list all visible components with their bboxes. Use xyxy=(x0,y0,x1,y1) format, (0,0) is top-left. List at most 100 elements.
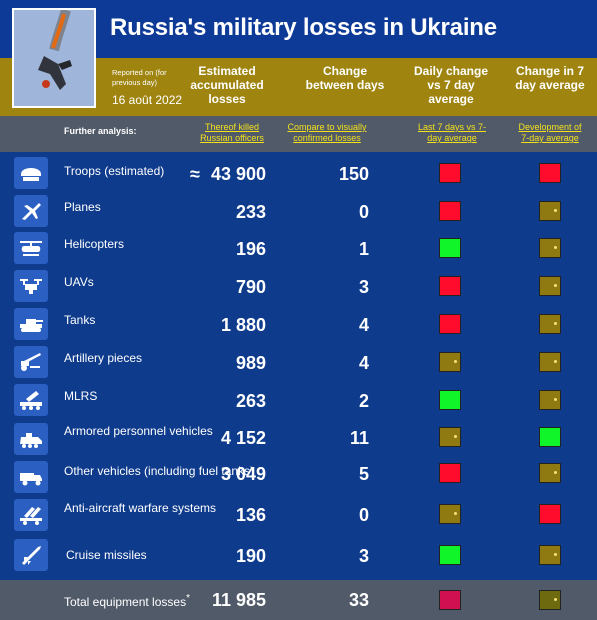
daily-indicator xyxy=(439,314,461,334)
row-label: Artillery pieces xyxy=(64,351,143,365)
row-mlrs: MLRS 263 2 xyxy=(0,383,597,421)
row-value: 263 xyxy=(235,391,266,411)
total-seven-day-indicator xyxy=(539,590,561,610)
mlrs-icon xyxy=(14,384,48,416)
row-label: Cruise missiles xyxy=(66,548,147,562)
drone-icon xyxy=(14,270,48,302)
development-link[interactable]: Development of 7-day average xyxy=(518,122,582,143)
row-value: 196 xyxy=(235,239,266,259)
daily-indicator xyxy=(439,504,461,524)
row-artillery: Artillery pieces 989 4 xyxy=(0,345,597,383)
helmet-icon xyxy=(14,157,48,189)
total-change: 33 xyxy=(348,590,369,610)
row-change: 150 xyxy=(338,164,369,184)
total-label-text: Total equipment losses xyxy=(64,595,187,609)
total-footnote: * xyxy=(186,593,190,604)
row-value: 43 900 xyxy=(210,164,266,184)
total-label: Total equipment losses* xyxy=(64,593,190,609)
row-label: Tanks xyxy=(64,313,96,327)
header-band xyxy=(0,58,597,116)
truck-icon xyxy=(14,461,48,493)
seven-day-indicator xyxy=(539,504,561,524)
row-label: Planes xyxy=(64,200,101,214)
row-apc: Armored personnel vehicles 4 152 11 xyxy=(0,420,597,458)
officers-link[interactable]: Thereof killed Russian officers xyxy=(200,122,264,143)
daily-indicator xyxy=(439,390,461,410)
row-change: 3 xyxy=(358,546,369,566)
reported-note: Reported on (for previous day) xyxy=(112,68,167,87)
row-troops: Troops (estimated) ≈ 43 900 150 xyxy=(0,156,597,194)
anti-aircraft-icon xyxy=(14,499,48,531)
row-change: 1 xyxy=(358,239,369,259)
header-daily: Daily change vs 7 day average xyxy=(413,64,489,106)
seven-day-indicator xyxy=(539,276,561,296)
header-estimated: Estimated accumulated losses xyxy=(190,64,264,106)
row-change: 3 xyxy=(358,277,369,297)
daily-indicator xyxy=(439,463,461,483)
seven-day-indicator xyxy=(539,545,561,565)
total-row xyxy=(0,580,597,620)
row-value: 136 xyxy=(235,505,266,525)
row-value: 989 xyxy=(235,353,266,373)
row-value: 190 xyxy=(235,546,266,566)
row-other-vehicles: Other vehicles (including fuel tanks) 3 … xyxy=(0,459,597,497)
row-value: 1 880 xyxy=(220,315,266,335)
row-planes: Planes 233 0 xyxy=(0,194,597,232)
row-change: 2 xyxy=(358,391,369,411)
further-analysis-bar xyxy=(0,116,597,152)
seven-day-indicator xyxy=(539,427,561,447)
row-change: 4 xyxy=(358,315,369,335)
row-change: 5 xyxy=(358,464,369,484)
seven-day-indicator xyxy=(539,390,561,410)
apc-icon xyxy=(14,423,48,455)
daily-indicator xyxy=(439,276,461,296)
header-seven-day: Change in 7 day average xyxy=(515,64,585,92)
approx-symbol: ≈ xyxy=(190,164,200,184)
row-label: Armored personnel vehicles xyxy=(64,424,213,438)
page-title: Russia's military losses in Ukraine xyxy=(110,14,497,41)
row-label: UAVs xyxy=(64,275,94,289)
title-bar xyxy=(0,0,597,58)
daily-indicator xyxy=(439,201,461,221)
row-change: 11 xyxy=(349,428,369,448)
seven-day-indicator xyxy=(539,238,561,258)
aircraft-image xyxy=(14,10,94,106)
plane-icon xyxy=(14,195,48,227)
seven-day-indicator xyxy=(539,352,561,372)
row-value: 233 xyxy=(235,202,266,222)
row-helicopters: Helicopters 196 1 xyxy=(0,231,597,269)
last7-link[interactable]: Last 7 days vs 7-day average xyxy=(417,122,487,143)
row-change: 0 xyxy=(358,202,369,222)
seven-day-indicator xyxy=(539,463,561,483)
row-value: 4 152 xyxy=(220,428,266,448)
seven-day-indicator xyxy=(539,314,561,334)
daily-indicator xyxy=(439,352,461,372)
row-label: Anti-aircraft warfare systems xyxy=(64,501,217,515)
row-label: Troops (estimated) xyxy=(64,164,165,178)
seven-day-indicator xyxy=(539,201,561,221)
row-value: 3 049 xyxy=(220,464,266,484)
row-label: Helicopters xyxy=(64,237,125,251)
total-daily-indicator xyxy=(439,590,461,610)
seven-day-indicator xyxy=(539,163,561,183)
artillery-icon xyxy=(14,346,48,378)
further-analysis-label: Further analysis: xyxy=(64,126,137,136)
tank-icon xyxy=(14,308,48,340)
daily-indicator xyxy=(439,427,461,447)
row-label: MLRS xyxy=(64,389,98,403)
row-label: Other vehicles (including fuel tanks) xyxy=(64,464,255,478)
header-change: Change between days xyxy=(305,64,385,92)
total-value: 11 985 xyxy=(211,590,266,610)
confirmed-link[interactable]: Compare to visually confirmed losses xyxy=(287,122,367,143)
daily-indicator xyxy=(439,163,461,183)
row-change: 4 xyxy=(358,353,369,373)
row-tanks: Tanks 1 880 4 xyxy=(0,307,597,345)
row-cruise-missiles: Cruise missiles 190 3 xyxy=(0,538,597,576)
daily-indicator xyxy=(439,238,461,258)
reported-date: 16 août 2022 xyxy=(112,93,183,107)
daily-indicator xyxy=(439,545,461,565)
missile-icon xyxy=(14,539,48,571)
aircraft-photo xyxy=(12,8,96,108)
row-anti-aircraft: Anti-aircraft warfare systems 136 0 xyxy=(0,497,597,535)
